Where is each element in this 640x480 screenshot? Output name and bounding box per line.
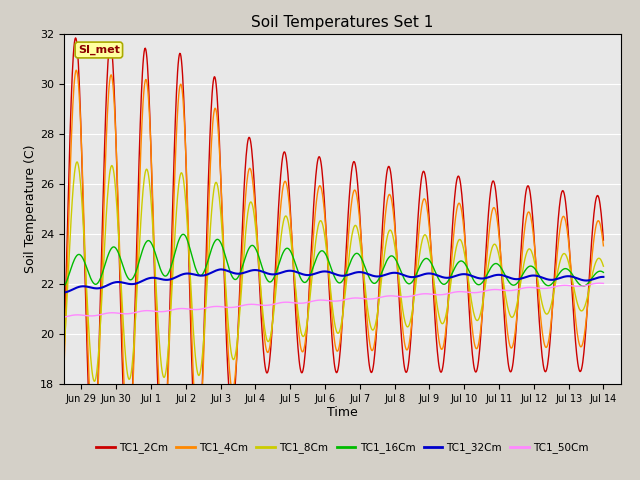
TC1_32Cm [217, 266, 225, 272]
TC1_50Cm [596, 280, 604, 286]
Line: TC1_32Cm: TC1_32Cm [47, 269, 604, 293]
Line: TC1_2Cm: TC1_2Cm [47, 38, 604, 459]
TC1_2Cm [488, 180, 496, 186]
TC1_16Cm [57, 287, 65, 292]
TC1_32Cm [58, 290, 66, 296]
TC1_4Cm [269, 315, 276, 321]
TC1_8Cm [269, 317, 276, 323]
TC1_4Cm [478, 315, 486, 321]
TC1_8Cm [43, 189, 51, 194]
TC1_50Cm [52, 315, 60, 321]
TC1_4Cm [600, 243, 607, 249]
X-axis label: Time: Time [327, 407, 358, 420]
TC1_8Cm [600, 264, 607, 269]
Line: TC1_50Cm: TC1_50Cm [47, 283, 604, 318]
Text: SI_met: SI_met [78, 45, 120, 55]
Line: TC1_4Cm: TC1_4Cm [47, 70, 604, 441]
TC1_8Cm [478, 304, 486, 310]
Y-axis label: Soil Temperature (C): Soil Temperature (C) [24, 144, 37, 273]
TC1_50Cm [289, 300, 296, 305]
TC1_16Cm [100, 265, 108, 271]
TC1_32Cm [100, 284, 108, 290]
TC1_4Cm [426, 233, 434, 239]
TC1_32Cm [426, 271, 434, 276]
TC1_4Cm [100, 185, 108, 191]
TC1_2Cm [289, 257, 297, 263]
TC1_50Cm [269, 301, 276, 307]
TC1_2Cm [600, 237, 607, 243]
TC1_8Cm [100, 242, 108, 248]
TC1_50Cm [477, 289, 485, 295]
TC1_32Cm [269, 272, 276, 277]
TC1_50Cm [43, 314, 51, 320]
TC1_4Cm [72, 67, 80, 73]
TC1_16Cm [179, 231, 187, 237]
TC1_50Cm [100, 311, 108, 317]
TC1_16Cm [488, 263, 496, 269]
TC1_32Cm [600, 274, 607, 280]
TC1_2Cm [43, 137, 51, 143]
TC1_8Cm [56, 380, 63, 386]
TC1_2Cm [54, 456, 62, 462]
TC1_50Cm [426, 291, 433, 297]
TC1_2Cm [426, 230, 434, 236]
TC1_4Cm [55, 438, 63, 444]
Line: TC1_16Cm: TC1_16Cm [47, 234, 604, 289]
TC1_16Cm [426, 258, 434, 264]
TC1_32Cm [488, 273, 496, 279]
TC1_32Cm [43, 288, 51, 294]
TC1_2Cm [269, 313, 276, 319]
TC1_50Cm [488, 287, 495, 293]
Title: Soil Temperatures Set 1: Soil Temperatures Set 1 [252, 15, 433, 30]
TC1_16Cm [600, 269, 607, 275]
TC1_8Cm [289, 257, 297, 263]
TC1_2Cm [478, 316, 486, 322]
TC1_16Cm [478, 280, 486, 286]
TC1_16Cm [269, 276, 276, 282]
TC1_8Cm [426, 250, 434, 255]
TC1_8Cm [74, 159, 81, 165]
TC1_8Cm [488, 245, 496, 251]
TC1_32Cm [289, 268, 297, 274]
Line: TC1_8Cm: TC1_8Cm [47, 162, 604, 383]
TC1_32Cm [478, 276, 486, 281]
TC1_4Cm [488, 209, 496, 215]
Legend: TC1_2Cm, TC1_4Cm, TC1_8Cm, TC1_16Cm, TC1_32Cm, TC1_50Cm: TC1_2Cm, TC1_4Cm, TC1_8Cm, TC1_16Cm, TC1… [92, 438, 593, 457]
TC1_2Cm [72, 35, 79, 41]
TC1_16Cm [289, 254, 297, 260]
TC1_2Cm [100, 144, 108, 150]
TC1_4Cm [43, 137, 51, 143]
TC1_4Cm [289, 251, 297, 257]
TC1_16Cm [43, 261, 51, 266]
TC1_50Cm [600, 280, 607, 286]
